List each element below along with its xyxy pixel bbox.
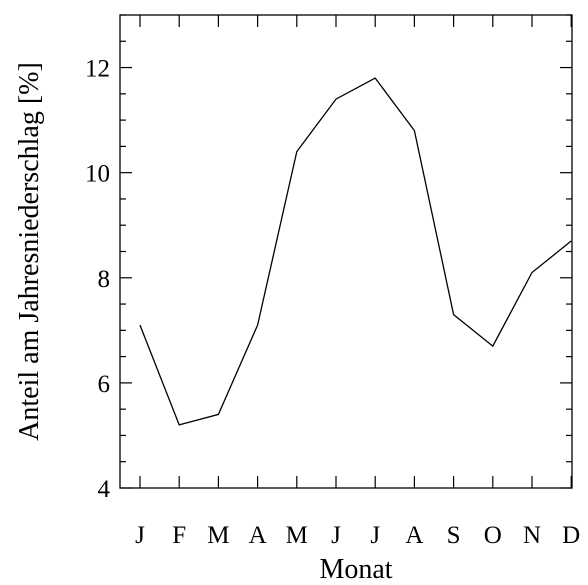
y-tick-label: 6 bbox=[98, 371, 111, 398]
x-tick-label: J bbox=[370, 522, 380, 549]
y-tick-label: 8 bbox=[98, 266, 111, 293]
y-axis-ticks: 4 6 8 10 12 bbox=[85, 14, 572, 503]
y-tick-label: 4 bbox=[98, 476, 111, 503]
y-tick-label: 12 bbox=[85, 56, 110, 83]
x-tick-label: M bbox=[207, 522, 229, 549]
x-tick-label: N bbox=[523, 522, 541, 549]
x-tick-label: J bbox=[331, 522, 341, 549]
plot-frame bbox=[119, 14, 573, 489]
y-axis-title: Anteil am Jahresniederschlag [%] bbox=[14, 62, 45, 441]
series-line bbox=[139, 77, 572, 426]
x-tick-label: O bbox=[484, 522, 502, 549]
x-tick-label: M bbox=[286, 522, 308, 549]
x-tick-label: A bbox=[249, 522, 267, 549]
y-tick-label: 10 bbox=[85, 161, 110, 188]
x-tick-label: D bbox=[562, 522, 580, 549]
x-tick-label: F bbox=[172, 522, 186, 549]
x-tick-label: S bbox=[447, 522, 461, 549]
x-axis-title: Monat bbox=[319, 554, 392, 585]
x-tick-label: A bbox=[405, 522, 423, 549]
series-layer bbox=[139, 77, 572, 426]
x-tick-label: J bbox=[135, 522, 145, 549]
